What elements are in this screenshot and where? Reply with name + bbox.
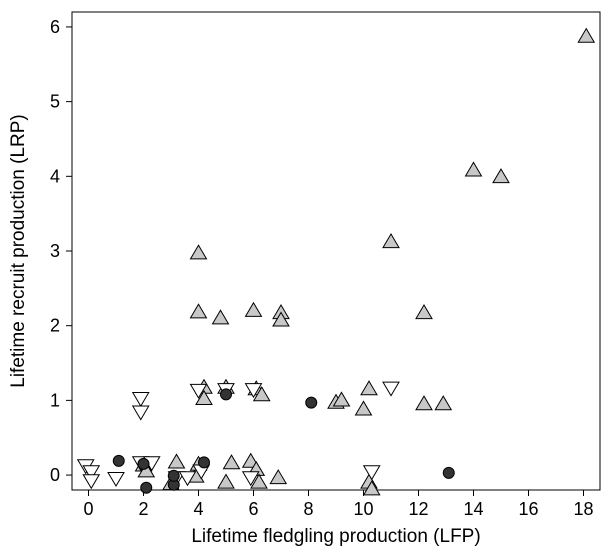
data-point-triangle-down	[178, 471, 197, 487]
data-point-triangle-up	[211, 309, 230, 325]
data-point-triangle-up	[332, 391, 351, 407]
y-tick-label: 2	[50, 316, 60, 336]
data-point-triangle-down	[82, 465, 101, 481]
plot-frame	[71, 11, 601, 491]
data-point-triangle-up	[195, 389, 213, 405]
data-points	[76, 27, 596, 496]
x-tick-label: 16	[518, 499, 538, 519]
x-tick-label: 14	[463, 499, 483, 519]
data-point-triangle-up	[415, 395, 433, 411]
x-tick-label: 2	[138, 499, 148, 519]
data-point-triangle-up	[354, 400, 373, 416]
data-point-triangle-down	[131, 392, 150, 408]
data-point-circle	[167, 469, 180, 482]
data-point-triangle-up	[189, 303, 208, 319]
y-tick-label: 0	[50, 465, 60, 485]
data-point-triangle-up	[217, 473, 235, 489]
data-point-triangle-up	[464, 161, 483, 177]
data-point-circle	[140, 481, 153, 494]
x-tick-label: 0	[83, 499, 93, 519]
data-point-triangle-up	[360, 380, 378, 396]
data-point-circle	[198, 456, 210, 469]
data-point-triangle-up	[222, 454, 241, 470]
x-tick-label: 18	[573, 499, 593, 519]
data-point-circle	[220, 388, 232, 401]
y-tick-label: 5	[50, 92, 60, 112]
data-point-triangle-up	[252, 386, 271, 402]
data-point-triangle-up	[189, 244, 208, 260]
x-tick-label: 10	[353, 499, 373, 519]
y-tick-label: 6	[50, 17, 60, 37]
data-point-triangle-down	[189, 383, 208, 399]
x-tick-label: 12	[408, 499, 428, 519]
data-point-triangle-down	[107, 471, 125, 488]
data-point-triangle-up	[492, 168, 510, 184]
x-axis-title: Lifetime fledgling production (LFP)	[191, 526, 480, 547]
y-axis: 0 1 2 3 4 5 6	[50, 17, 72, 485]
data-point-circle	[442, 466, 455, 479]
data-point-triangle-down	[131, 405, 150, 421]
data-point-triangle-up	[137, 462, 156, 478]
data-point-triangle-down	[241, 471, 260, 487]
data-point-circle	[112, 454, 125, 467]
x-axis: 0 2 4 6 8 10 12 14 16 18	[83, 490, 594, 519]
data-point-circle	[137, 457, 150, 470]
y-tick-label: 1	[50, 390, 60, 410]
x-tick-label: 6	[248, 499, 258, 519]
data-point-triangle-up	[415, 304, 433, 320]
data-point-triangle-up	[382, 233, 400, 249]
x-tick-label: 4	[193, 499, 203, 519]
data-point-triangle-down	[244, 383, 263, 399]
data-point-triangle-up	[577, 27, 596, 43]
data-point-triangle-down	[382, 381, 400, 397]
data-point-triangle-up	[244, 301, 263, 317]
data-point-triangle-up	[167, 453, 186, 469]
y-tick-label: 3	[50, 241, 60, 261]
data-point-triangle-up	[250, 473, 268, 489]
data-point-triangle-up	[434, 395, 453, 411]
data-point-circle	[305, 396, 318, 409]
data-point-triangle-up	[272, 311, 290, 327]
y-tick-label: 4	[50, 166, 60, 186]
data-point-triangle-up	[362, 480, 381, 496]
x-tick-label: 8	[303, 499, 313, 519]
data-point-triangle-down	[362, 465, 381, 481]
data-point-triangle-up	[269, 469, 288, 485]
data-point-triangle-down	[82, 474, 101, 490]
y-axis-title: Lifetime recruit production (LRP)	[8, 114, 29, 388]
